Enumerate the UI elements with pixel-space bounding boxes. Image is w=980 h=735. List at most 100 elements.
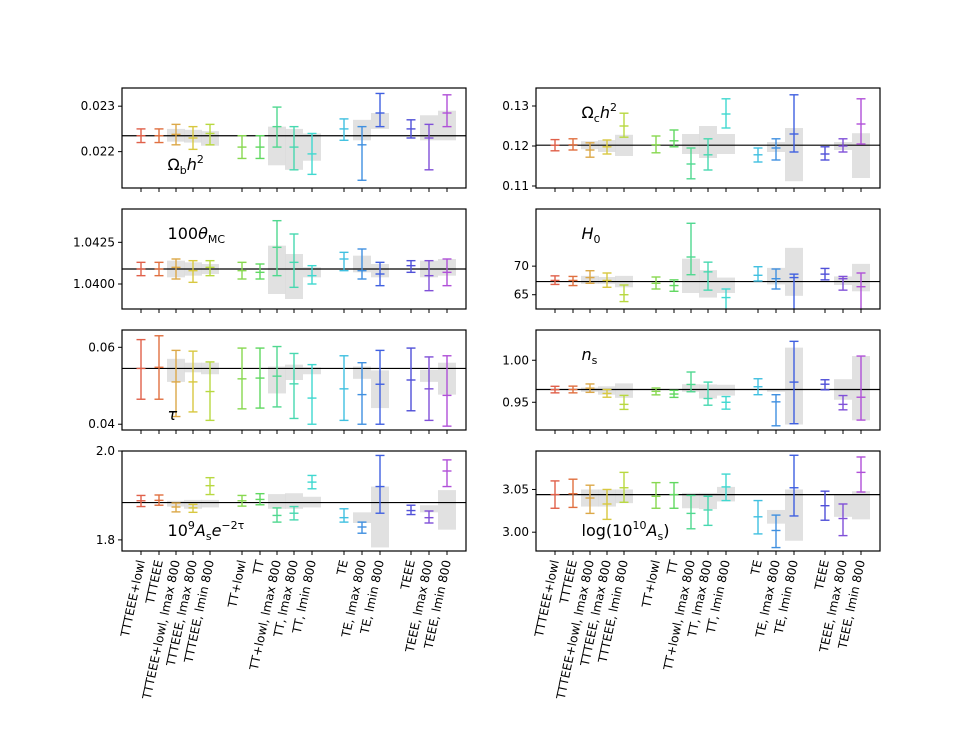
errorbar	[721, 98, 731, 129]
panel-label: H0	[582, 224, 601, 246]
shade-band	[682, 258, 700, 293]
shade-band	[615, 383, 633, 398]
errorbar	[721, 473, 731, 502]
errorbar	[255, 263, 265, 280]
errorbar	[550, 275, 560, 286]
errorbar	[339, 118, 349, 141]
errorbar	[820, 146, 830, 161]
errorbar	[154, 261, 164, 277]
errorbar	[255, 492, 265, 506]
errorbar	[550, 138, 560, 152]
errorbar	[442, 355, 452, 427]
category-label: TE	[748, 559, 765, 577]
errorbar	[602, 272, 612, 288]
errorbar	[820, 267, 830, 281]
errorbar	[205, 476, 215, 496]
errorbar	[651, 481, 661, 509]
panel-content	[122, 219, 466, 299]
errorbar	[289, 125, 299, 171]
errorbar	[237, 347, 247, 410]
errorbar	[568, 275, 578, 287]
errorbar	[154, 335, 164, 400]
errorbar	[237, 494, 247, 507]
shade-band	[852, 491, 870, 520]
errorbar	[406, 119, 416, 139]
errorbar	[703, 381, 713, 406]
shade-band	[353, 512, 371, 523]
errorbar	[721, 395, 731, 410]
errorbar	[171, 502, 181, 513]
errorbar	[406, 259, 416, 274]
errorbar	[272, 106, 282, 148]
y-tick-label: 70	[514, 259, 529, 273]
category-label: TEEE	[812, 559, 832, 592]
errorbar	[568, 385, 578, 394]
y-tick-label: 1.0425	[73, 235, 115, 249]
panel-content	[536, 340, 880, 427]
y-tick-label: 0.13	[502, 99, 529, 113]
errorbar	[424, 510, 434, 524]
errorbar	[619, 394, 629, 411]
errorbar	[442, 94, 452, 128]
errorbar	[442, 459, 452, 488]
errorbar	[307, 363, 317, 425]
errorbar	[272, 345, 282, 408]
errorbar	[753, 499, 763, 535]
errorbar	[789, 273, 799, 309]
errorbar	[136, 338, 146, 400]
errorbar	[339, 355, 349, 422]
panel-content	[122, 454, 466, 548]
errorbar	[568, 478, 578, 509]
errorbar	[339, 508, 349, 523]
errorbar	[602, 139, 612, 155]
y-tick-label: 1.00	[502, 353, 529, 367]
errorbar	[357, 361, 367, 425]
errorbar	[619, 284, 629, 303]
errorbar	[602, 388, 612, 398]
category-label: TE	[334, 559, 351, 577]
panel-content	[536, 94, 880, 182]
errorbar	[753, 266, 763, 282]
errorbar	[838, 394, 848, 411]
shade-band	[785, 247, 803, 296]
errorbar	[272, 507, 282, 523]
errorbar	[188, 503, 198, 514]
errorbar	[136, 261, 146, 277]
errorbar	[856, 98, 866, 145]
errorbar	[602, 488, 612, 521]
errorbar	[357, 248, 367, 280]
shade-band	[371, 486, 389, 548]
panel-label: ns	[582, 345, 598, 367]
errorbar	[686, 147, 696, 180]
errorbar	[255, 135, 265, 160]
shade-band	[268, 494, 286, 509]
y-tick-label: 65	[514, 288, 529, 302]
panel-label: 109Ase−2τ	[168, 519, 245, 543]
errorbar	[585, 142, 595, 158]
panel-label: Ωbh2	[168, 153, 204, 177]
shade-band	[285, 493, 303, 509]
errorbar	[550, 480, 560, 509]
category-label: TT	[250, 558, 267, 577]
errorbar	[686, 222, 696, 276]
y-tick-label: 0.022	[81, 145, 115, 159]
shade-band	[420, 505, 438, 513]
errorbar	[272, 219, 282, 277]
errorbar	[154, 494, 164, 506]
panel-4: 65 70 H0	[514, 208, 881, 313]
errorbar	[307, 264, 317, 285]
errorbar	[375, 261, 385, 287]
panel-content	[122, 335, 466, 427]
errorbar	[753, 147, 763, 163]
errorbar	[339, 251, 349, 272]
errorbar	[721, 288, 731, 309]
errorbar	[789, 454, 799, 517]
y-tick-label: 0.12	[502, 139, 529, 153]
errorbar	[406, 347, 416, 412]
errorbar	[686, 494, 696, 530]
panel-2: 0.11 0.12 0.13 Ωch2	[502, 87, 881, 193]
errorbar	[789, 340, 799, 425]
shade-band	[717, 384, 735, 396]
errorbar	[237, 261, 247, 280]
